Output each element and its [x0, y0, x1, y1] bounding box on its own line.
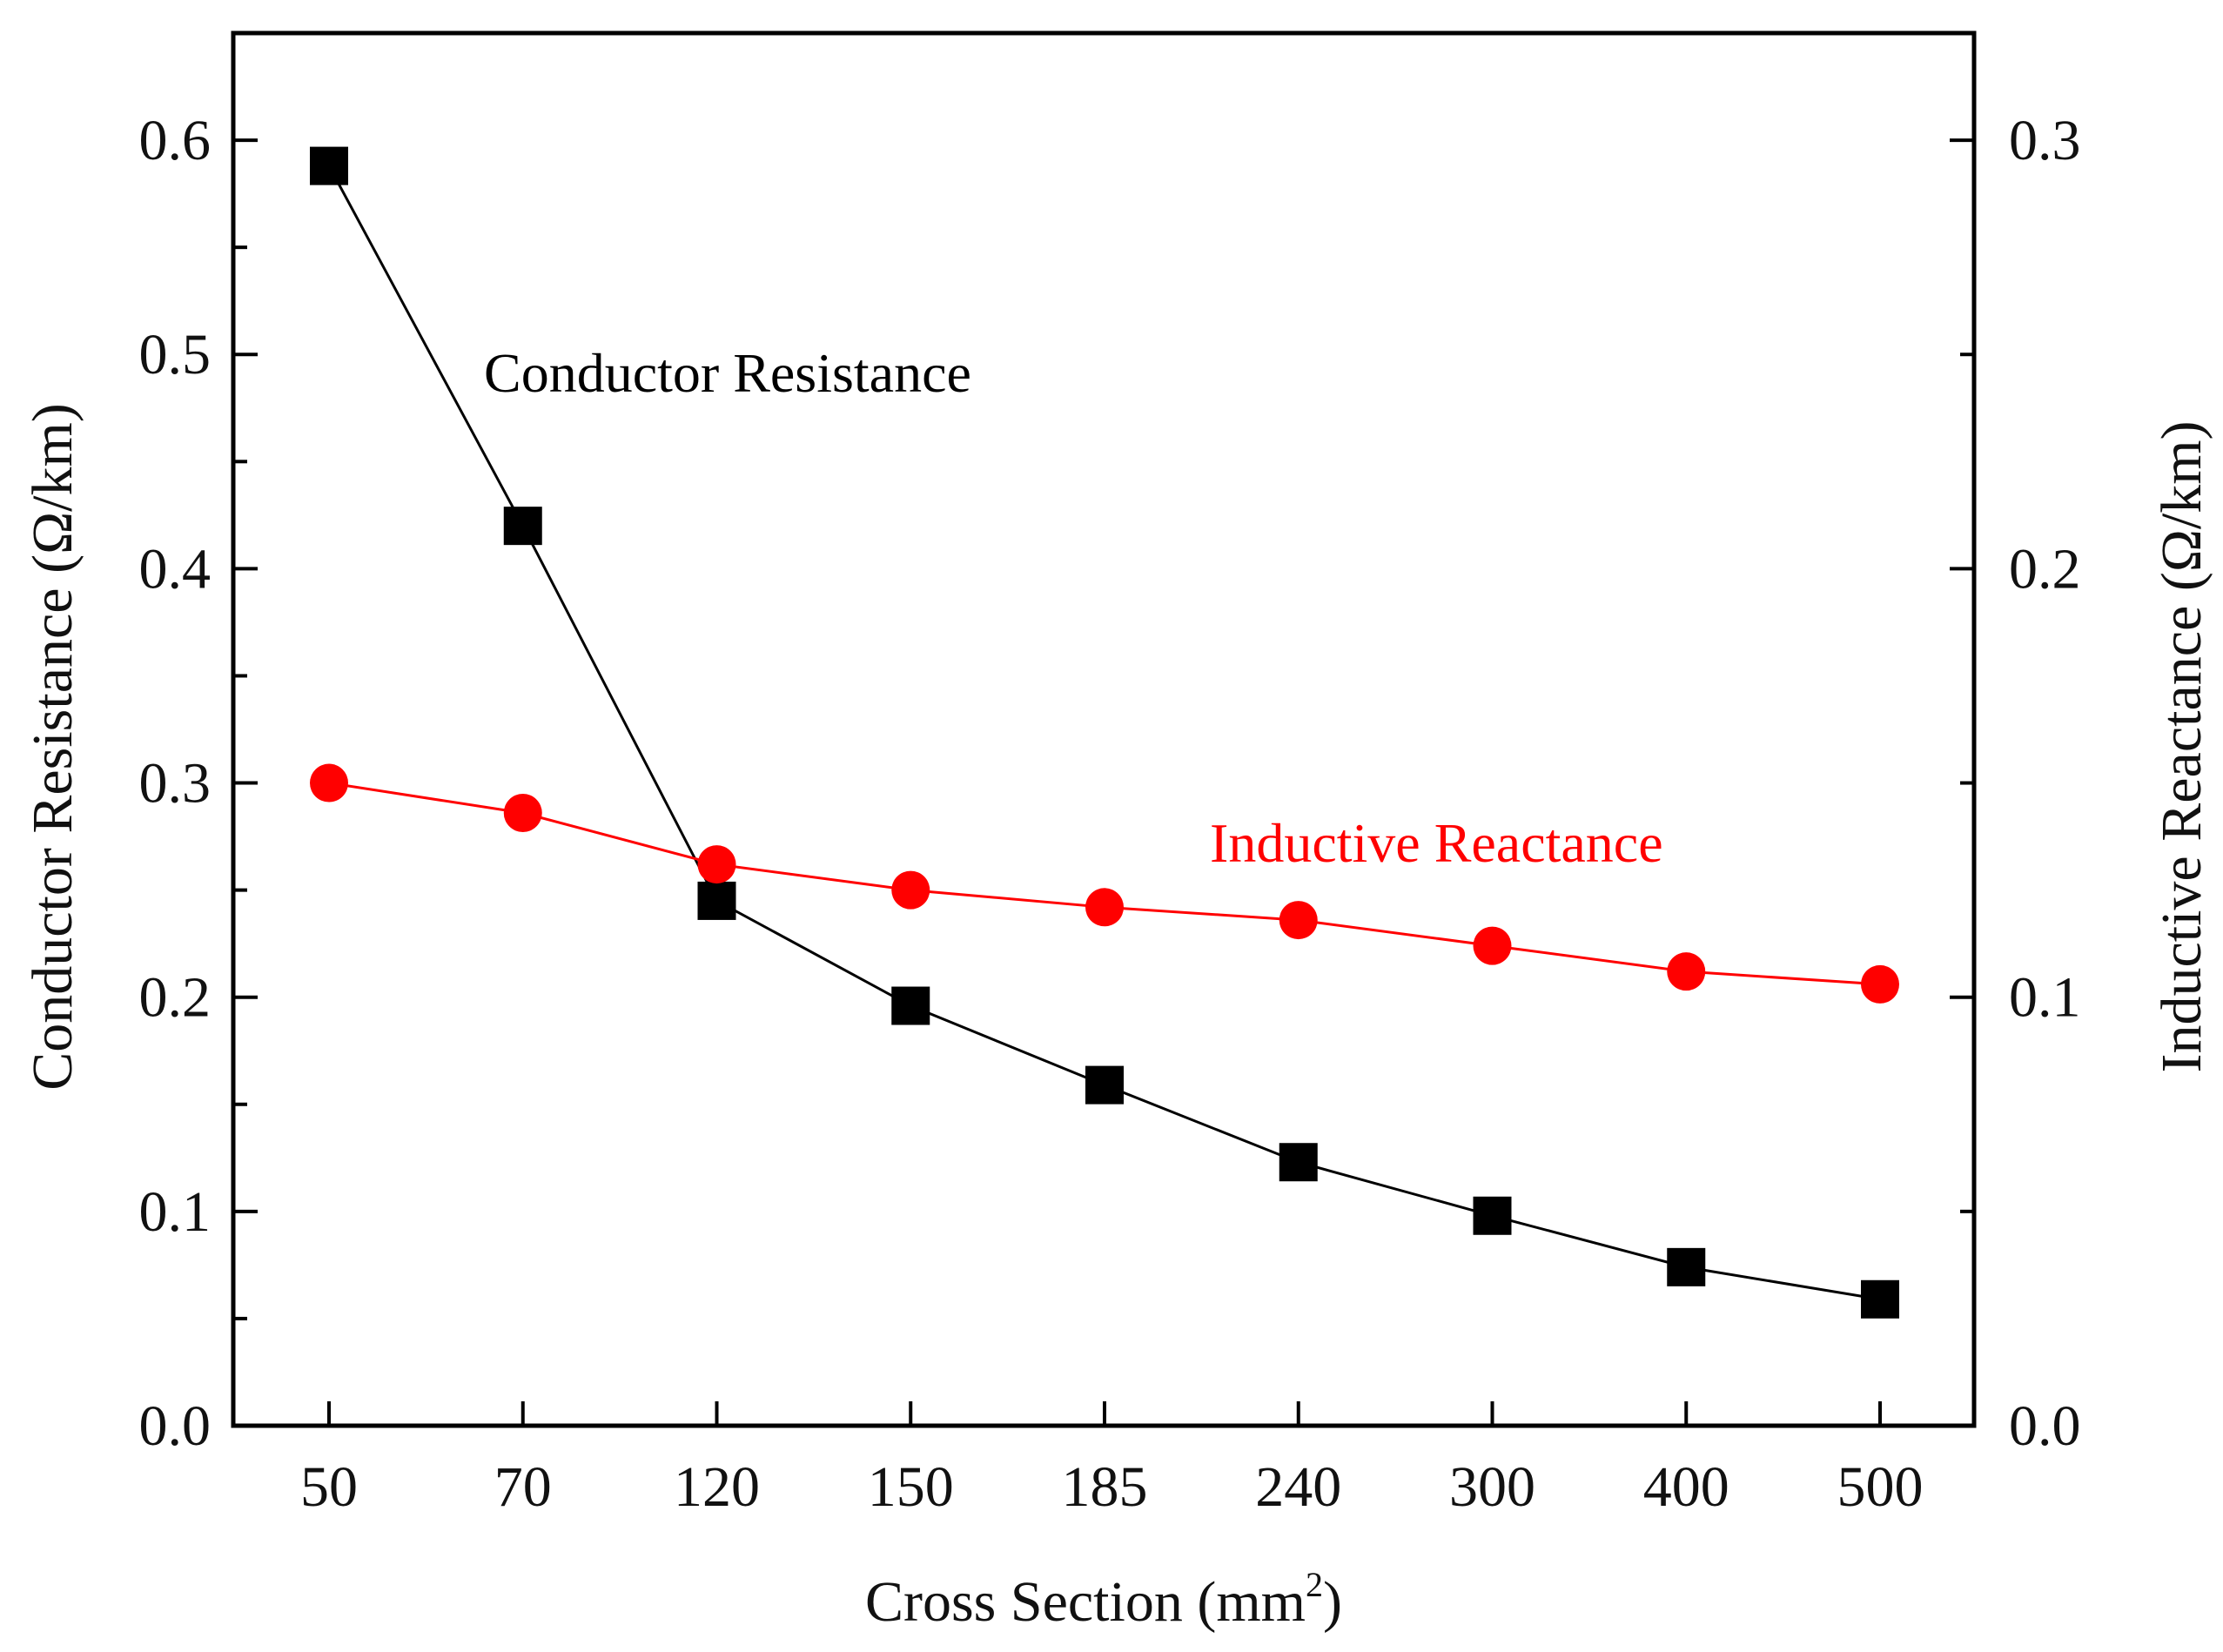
data-point-inductive-reactance-400	[1667, 952, 1706, 991]
x-tick-label: 300	[1449, 1455, 1535, 1519]
y-axis-left-title: Conductor Resistance (Ω/km)	[21, 403, 84, 1091]
x-tick-label: 50	[300, 1455, 358, 1519]
y-right-tick-label: 0.0	[2009, 1394, 2081, 1458]
y-left-tick-label: 0.4	[139, 537, 212, 601]
y-left-tick-label: 0.0	[139, 1394, 212, 1458]
data-point-conductor-resistance-70	[503, 507, 542, 546]
data-point-conductor-resistance-500	[1861, 1279, 1899, 1319]
annotation-inductive-reactance: Inductive Reactance	[1210, 812, 1663, 874]
y-left-tick-label: 0.6	[139, 109, 212, 172]
data-point-inductive-reactance-70	[503, 794, 542, 832]
annotation-conductor-resistance: Conductor Resistance	[484, 342, 971, 404]
data-point-conductor-resistance-300	[1473, 1196, 1512, 1235]
data-point-inductive-reactance-150	[891, 870, 930, 910]
y-left-tick-label: 0.1	[139, 1180, 212, 1244]
data-point-inductive-reactance-500	[1861, 964, 1899, 1004]
data-point-conductor-resistance-50	[310, 146, 348, 185]
x-tick-label: 185	[1062, 1455, 1148, 1519]
series-markers	[310, 146, 1899, 1319]
x-tick-label: 150	[868, 1455, 954, 1519]
y-right-tick-label: 0.1	[2009, 966, 2081, 1030]
tick-labels: 0.0 0.1 0.2 0.3 0.4 0.5 0.6 0.0 0.1 0.2 0.3 50 70 120…	[139, 109, 2081, 1519]
y-left-tick-label: 0.5	[139, 323, 212, 386]
x-axis-title-end: )	[1323, 1570, 1342, 1634]
data-point-inductive-reactance-300	[1473, 926, 1512, 965]
x-tick-label: 400	[1643, 1455, 1729, 1519]
data-point-inductive-reactance-185	[1085, 888, 1124, 927]
y-right-tick-label: 0.3	[2009, 109, 2081, 172]
data-point-conductor-resistance-185	[1085, 1065, 1124, 1105]
x-tick-label: 70	[494, 1455, 552, 1519]
y-left-tick-label: 0.3	[139, 752, 212, 816]
series-line-conductor-resistance	[327, 165, 1881, 1301]
data-point-inductive-reactance-120	[697, 845, 736, 884]
data-point-conductor-resistance-150	[891, 986, 930, 1025]
data-point-inductive-reactance-50	[310, 763, 348, 802]
x-axis-title-main: Cross Section (mm	[865, 1570, 1306, 1634]
plot-frame	[231, 30, 1977, 1428]
tick-marks	[233, 138, 1974, 1427]
data-point-conductor-resistance-400	[1667, 1247, 1706, 1286]
data-point-conductor-resistance-120	[697, 881, 736, 920]
series-lines	[327, 165, 1881, 1301]
data-point-conductor-resistance-240	[1279, 1143, 1318, 1182]
y-left-tick-label: 0.2	[139, 966, 212, 1030]
x-axis-title-superscript: 2	[1306, 1565, 1323, 1604]
x-axis-title: Cross Section (mm2)	[865, 1565, 1342, 1634]
data-point-inductive-reactance-240	[1279, 901, 1318, 940]
x-tick-label: 500	[1837, 1455, 1924, 1519]
y-right-tick-label: 0.2	[2009, 537, 2081, 601]
y-axis-right-title: Inductive Reactance (Ω/km)	[2150, 420, 2213, 1072]
x-tick-label: 240	[1255, 1455, 1341, 1519]
x-tick-label: 120	[674, 1455, 760, 1519]
